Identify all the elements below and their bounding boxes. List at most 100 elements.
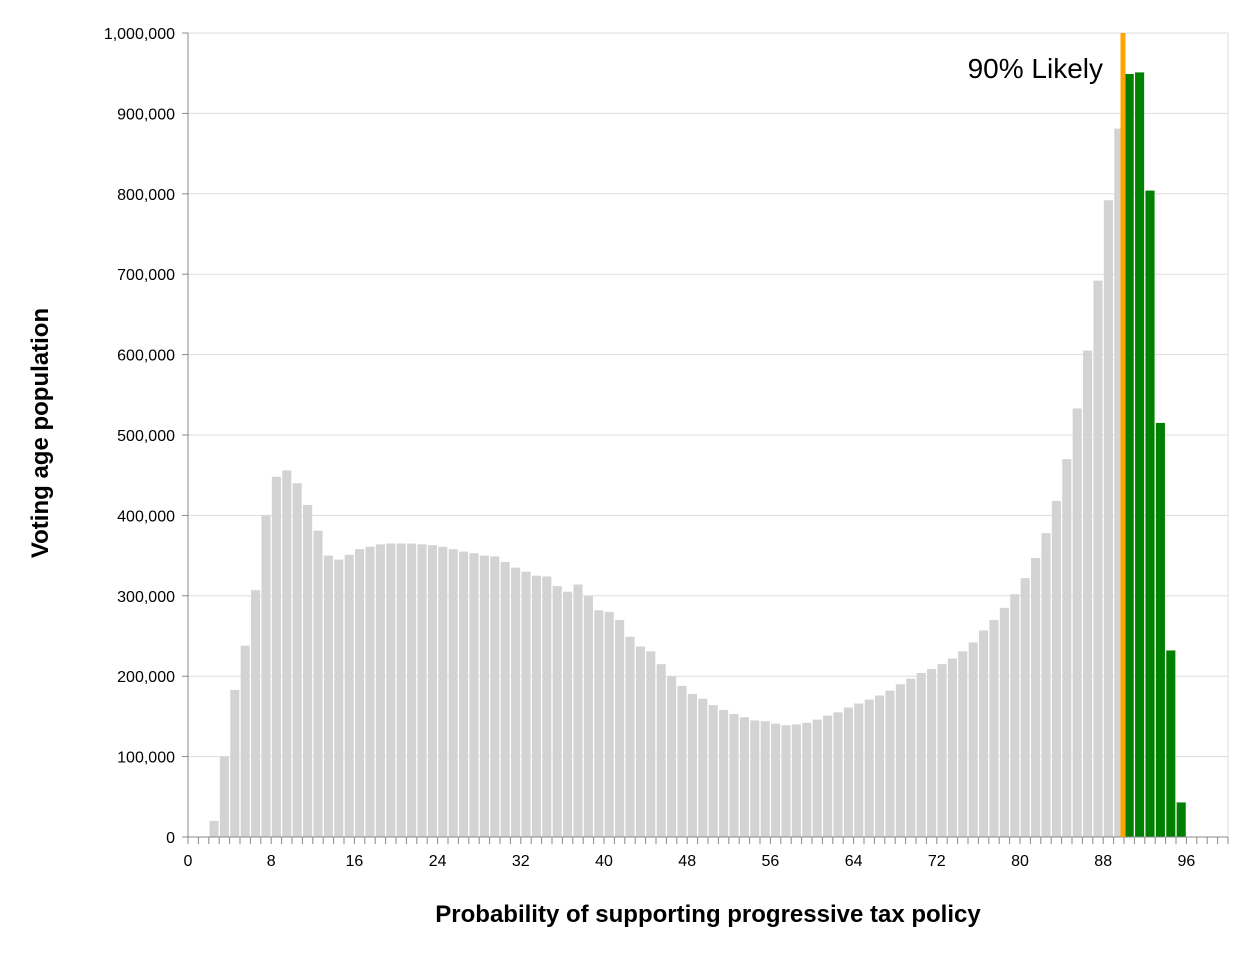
bar bbox=[261, 515, 271, 837]
bar bbox=[282, 470, 292, 837]
bar bbox=[1041, 533, 1051, 837]
bar bbox=[490, 556, 500, 837]
y-tick-label: 700,000 bbox=[117, 267, 175, 284]
bar bbox=[656, 664, 666, 837]
x-tick-label: 96 bbox=[1178, 853, 1196, 870]
y-tick-label: 100,000 bbox=[117, 750, 175, 767]
bar bbox=[646, 651, 656, 837]
bar bbox=[802, 722, 812, 837]
x-tick-label: 0 bbox=[184, 853, 193, 870]
y-tick-label: 800,000 bbox=[117, 187, 175, 204]
bar bbox=[219, 756, 229, 837]
bar bbox=[479, 555, 489, 837]
bar bbox=[677, 685, 687, 837]
x-tick-label: 16 bbox=[346, 853, 364, 870]
bar bbox=[1020, 578, 1030, 837]
bar bbox=[635, 646, 645, 837]
bar bbox=[1166, 650, 1176, 837]
bar bbox=[687, 693, 697, 837]
bar bbox=[698, 698, 708, 837]
bar bbox=[625, 636, 635, 837]
bar bbox=[760, 721, 770, 837]
bar bbox=[407, 543, 417, 837]
y-tick-label: 200,000 bbox=[117, 669, 175, 686]
bar bbox=[927, 668, 937, 837]
x-tick-label: 32 bbox=[512, 853, 530, 870]
bars bbox=[209, 72, 1186, 838]
bar bbox=[947, 658, 957, 837]
bar bbox=[739, 717, 749, 837]
bar bbox=[1051, 500, 1061, 837]
bar bbox=[958, 651, 968, 837]
bar bbox=[427, 545, 437, 837]
bar bbox=[823, 715, 833, 837]
bar bbox=[552, 586, 562, 837]
bar bbox=[843, 707, 853, 837]
y-axis-title: Voting age population bbox=[27, 308, 54, 558]
bar bbox=[812, 719, 822, 837]
bar bbox=[1062, 459, 1072, 837]
bar bbox=[833, 712, 843, 837]
bar bbox=[511, 567, 521, 837]
bar bbox=[729, 713, 739, 837]
bar bbox=[375, 544, 385, 837]
bar bbox=[583, 595, 593, 837]
bar bbox=[531, 575, 541, 837]
bar bbox=[542, 576, 552, 837]
y-tick-label: 500,000 bbox=[117, 428, 175, 445]
bar bbox=[365, 546, 375, 837]
bar bbox=[1176, 802, 1186, 837]
bar bbox=[209, 820, 219, 837]
bar bbox=[615, 619, 625, 837]
bar bbox=[323, 555, 333, 837]
y-tick-label: 900,000 bbox=[117, 106, 175, 123]
bar bbox=[885, 690, 895, 837]
bar bbox=[240, 645, 250, 837]
threshold-marker: 90% Likely bbox=[968, 33, 1126, 837]
bar bbox=[999, 607, 1009, 837]
bar bbox=[750, 720, 760, 837]
y-tick-label: 1,000,000 bbox=[104, 26, 175, 43]
y-tick-label: 400,000 bbox=[117, 508, 175, 525]
bar bbox=[937, 664, 947, 837]
bar bbox=[396, 543, 406, 837]
bar bbox=[771, 723, 781, 837]
bar bbox=[989, 619, 999, 837]
bar bbox=[968, 642, 978, 837]
bar bbox=[438, 546, 448, 837]
bar bbox=[251, 590, 261, 837]
x-axis-title: Probability of supporting progressive ta… bbox=[435, 901, 981, 928]
bar bbox=[1083, 350, 1093, 837]
x-tick-label: 8 bbox=[267, 853, 276, 870]
bar bbox=[906, 678, 916, 837]
x-tick-label: 64 bbox=[845, 853, 863, 870]
bar bbox=[916, 672, 926, 837]
bar bbox=[875, 695, 885, 837]
bar bbox=[604, 611, 614, 837]
bar bbox=[573, 584, 583, 837]
bar bbox=[344, 554, 354, 837]
x-tick-label: 24 bbox=[429, 853, 447, 870]
x-tick-label: 40 bbox=[595, 853, 613, 870]
bar bbox=[303, 504, 313, 837]
bar bbox=[864, 699, 874, 837]
y-tick-label: 300,000 bbox=[117, 589, 175, 606]
bar bbox=[1010, 594, 1020, 837]
x-tick-label: 80 bbox=[1011, 853, 1029, 870]
bar bbox=[791, 724, 801, 837]
bar bbox=[1031, 558, 1041, 837]
bar bbox=[781, 725, 791, 837]
bar bbox=[469, 553, 479, 837]
x-tick-label: 88 bbox=[1094, 853, 1112, 870]
bar bbox=[417, 544, 427, 837]
bar bbox=[1093, 280, 1103, 838]
bar bbox=[895, 684, 905, 837]
x-tick-label: 72 bbox=[928, 853, 946, 870]
bar bbox=[1135, 72, 1145, 838]
bar bbox=[500, 562, 510, 837]
bar bbox=[292, 483, 302, 837]
bar bbox=[594, 610, 604, 837]
bar bbox=[386, 543, 396, 837]
bar bbox=[1114, 128, 1124, 837]
bar bbox=[719, 709, 729, 837]
